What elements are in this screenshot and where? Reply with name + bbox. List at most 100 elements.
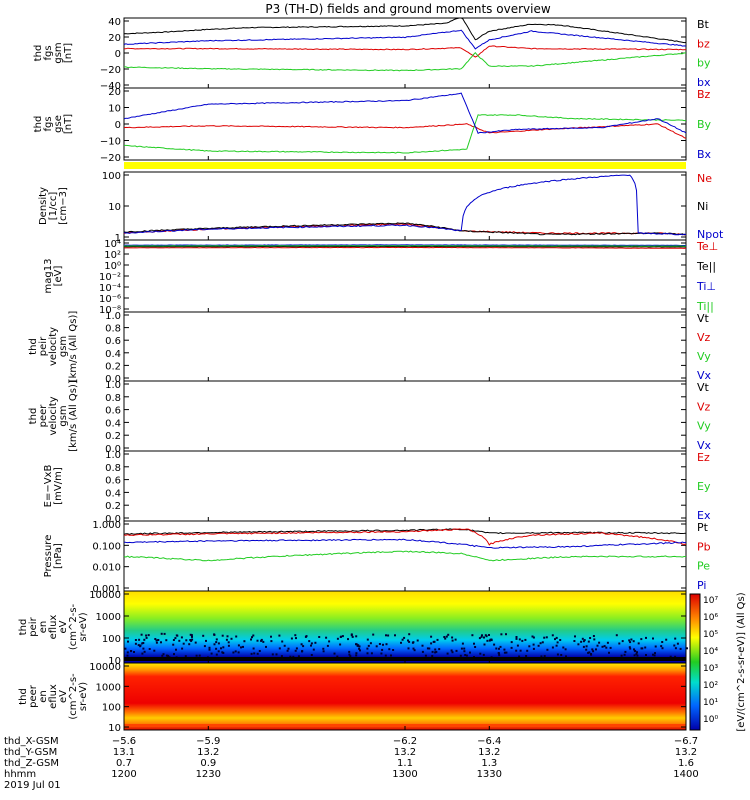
noise-pixel	[515, 649, 518, 652]
noise-pixel	[565, 655, 567, 658]
spectrogram-low-band	[124, 724, 686, 727]
noise-pixel	[505, 651, 508, 654]
noise-pixel	[526, 649, 529, 652]
noise-pixel	[686, 647, 688, 650]
noise-pixel	[461, 642, 464, 645]
noise-pixel	[222, 646, 225, 649]
noise-pixel	[582, 640, 585, 643]
series-fgs-gsm-bx	[123, 29, 687, 50]
noise-pixel	[434, 648, 437, 651]
noise-pixel	[221, 634, 224, 637]
panel-peer-velocity: 1.0 0.8 0.60.4 0.2 0.0 thd peer velocity gsm [km/…	[28, 380, 712, 455]
noise-pixel	[124, 647, 127, 650]
noise-pixel	[140, 633, 143, 636]
noise-pixel	[408, 640, 411, 643]
noise-pixel	[203, 645, 206, 648]
legend-ne: Ne	[697, 172, 712, 185]
ylabel-line: peir	[28, 616, 39, 636]
ytick-label: 0.4	[105, 418, 121, 429]
noise-pixel	[595, 648, 597, 651]
ylabel-line: peer	[38, 404, 49, 428]
noise-pixel	[314, 641, 317, 644]
noise-pixel	[560, 654, 563, 656]
noise-pixel	[515, 636, 518, 638]
panel-frame	[123, 311, 687, 382]
noise-pixel	[483, 643, 486, 646]
noise-pixel	[240, 646, 242, 649]
noise-pixel	[355, 654, 358, 657]
noise-pixel	[160, 641, 162, 644]
ylabel-line: thd	[33, 45, 44, 62]
noise-pixel	[451, 651, 454, 654]
noise-pixel	[640, 638, 643, 641]
legend-bx: bx	[697, 76, 711, 89]
ytick-label: 10000	[89, 590, 121, 601]
ytick-label: 20	[108, 33, 121, 44]
xaxis-row-value: 1200	[111, 769, 136, 780]
colorbar-label: [eV/(cm^2-s-sr-eV)] (All Qs)	[736, 592, 747, 731]
noise-pixel	[605, 646, 608, 649]
ylabel: Pressure [nPa]	[43, 535, 64, 578]
ytick-label: 0.6	[105, 336, 121, 347]
noise-pixel	[636, 654, 639, 657]
noise-pixel	[482, 653, 485, 656]
legend-vy: Vy	[697, 420, 711, 433]
noise-pixel	[503, 651, 506, 654]
ylabel-line: eV	[58, 690, 69, 703]
noise-pixel	[532, 643, 535, 646]
noise-pixel	[615, 634, 618, 637]
ylabel: Density [1/cc] [cm−3]	[38, 187, 69, 225]
ylabel: thd peir en eflux eV (cm^2-s-sr-eV)	[18, 603, 89, 650]
noise-pixel	[145, 634, 148, 637]
noise-pixel	[143, 638, 146, 641]
noise-pixel	[499, 645, 502, 648]
noise-pixel	[644, 646, 647, 649]
colorbar-tick: 10⁵	[703, 630, 718, 640]
noise-pixel	[155, 639, 158, 642]
noise-pixel	[450, 649, 453, 652]
legend-ni: Ni	[697, 200, 708, 213]
noise-pixel	[167, 654, 170, 657]
noise-pixel	[385, 643, 388, 646]
noise-pixel	[471, 634, 474, 637]
ytick-label: 0.2	[105, 431, 121, 442]
noise-pixel	[189, 639, 192, 641]
noise-pixel	[480, 635, 483, 638]
noise-pixel	[637, 642, 640, 645]
noise-pixel	[660, 645, 663, 648]
noise-pixel	[585, 648, 588, 651]
noise-pixel	[304, 635, 307, 638]
noise-pixel	[130, 650, 132, 653]
panel-frame	[123, 239, 687, 313]
xaxis-row-value: −6.2	[393, 736, 417, 747]
noise-pixel	[378, 643, 381, 645]
panel-peir-eflux: 10000 1000 100 10 thd peir en eflux eV (cm^2-s-sr…	[18, 590, 688, 667]
noise-pixel	[574, 635, 576, 638]
series-pressure-pe	[123, 550, 686, 562]
legend-ti: Ti||	[696, 300, 714, 313]
xaxis-date: 2019 Jul 01	[4, 780, 61, 791]
ylabel-line: gsm	[58, 405, 69, 426]
noise-pixel	[380, 652, 383, 655]
noise-pixel	[478, 637, 481, 640]
noise-pixel	[551, 646, 554, 649]
noise-pixel	[359, 649, 361, 652]
noise-pixel	[232, 651, 235, 654]
panel-frame	[123, 450, 687, 522]
noise-pixel	[336, 655, 339, 658]
ytick-label: 0.0	[105, 514, 121, 525]
noise-pixel	[221, 651, 224, 654]
noise-pixel	[355, 635, 358, 638]
ytick-label: 10	[108, 723, 121, 734]
noise-pixel	[133, 651, 135, 653]
noise-pixel	[633, 648, 635, 651]
noise-pixel	[428, 647, 431, 650]
series-pressure-pb	[123, 528, 687, 546]
noise-pixel	[598, 641, 601, 644]
legend-vx: Vx	[697, 369, 712, 382]
noise-pixel	[564, 648, 567, 651]
noise-pixel	[469, 651, 471, 654]
noise-pixel	[444, 637, 447, 640]
noise-pixel	[412, 647, 415, 650]
